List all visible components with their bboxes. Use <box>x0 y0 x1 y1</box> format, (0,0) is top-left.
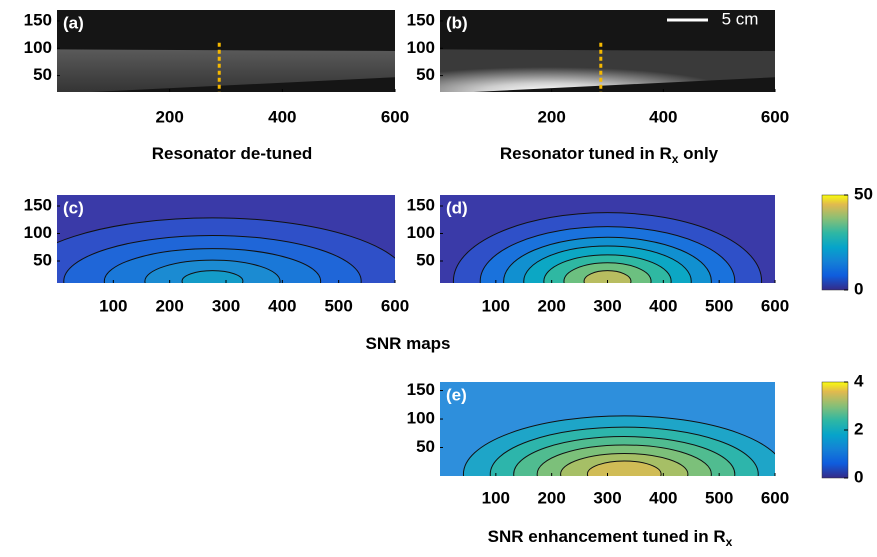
y-tick-label: 100 <box>24 223 52 242</box>
y-tick-label: 50 <box>416 65 435 84</box>
panel-image <box>57 195 395 283</box>
y-tick-label: 150 <box>24 10 52 29</box>
x-tick-label: 200 <box>155 296 183 315</box>
x-tick-label: 500 <box>705 296 733 315</box>
colorbar <box>821 381 849 479</box>
x-tick-label: 100 <box>99 296 127 315</box>
panel-image <box>57 10 395 92</box>
x-tick-label: 100 <box>482 488 510 507</box>
caption-part: x <box>672 152 679 166</box>
y-tick-label: 150 <box>24 195 52 214</box>
panel-label: (c) <box>63 198 84 217</box>
colorbar-tick-label: 4 <box>854 371 864 390</box>
x-tick-label: 500 <box>324 296 352 315</box>
panel-label: (d) <box>446 198 468 217</box>
x-tick-label: 400 <box>649 107 677 126</box>
caption: Resonator tuned in Rx only <box>500 144 719 166</box>
colorbar-tick-label: 0 <box>854 279 863 298</box>
x-tick-label: 300 <box>212 296 240 315</box>
x-tick-label: 200 <box>537 488 565 507</box>
colorbar <box>821 194 849 291</box>
panel-label: (e) <box>446 385 467 404</box>
caption-part: only <box>678 144 718 163</box>
caption-part: SNR maps <box>365 334 450 353</box>
y-tick-label: 50 <box>416 437 435 456</box>
x-tick-label: 200 <box>155 107 183 126</box>
x-tick-label: 400 <box>268 296 296 315</box>
x-tick-label: 400 <box>649 296 677 315</box>
y-tick-label: 100 <box>407 223 435 242</box>
contour <box>586 460 662 476</box>
colorbar-tick-label: 0 <box>854 467 863 486</box>
contour <box>583 270 632 283</box>
panel: (d) 100 200 300 400 500 600 50 100 150 <box>407 195 789 315</box>
caption-part: Resonator de-tuned <box>152 144 313 163</box>
colorbar-tick-label: 2 <box>854 419 863 438</box>
y-tick-label: 150 <box>407 380 435 399</box>
x-tick-label: 300 <box>593 488 621 507</box>
caption-part: Resonator tuned in R <box>500 144 672 163</box>
x-tick-label: 600 <box>761 488 789 507</box>
phantom-band <box>440 49 775 92</box>
caption-part: x <box>726 535 733 549</box>
x-tick-label: 600 <box>381 296 409 315</box>
y-tick-label: 100 <box>407 409 435 428</box>
panel: (c) 100 200 300 400 500 600 50 100 150 <box>24 195 409 315</box>
y-tick-label: 100 <box>407 38 435 57</box>
caption: SNR enhancement tuned in Rx <box>488 527 733 549</box>
panel: (b) 200 400 600 50 100 150 <box>407 10 789 126</box>
caption-part: SNR enhancement tuned in R <box>488 527 726 546</box>
panel-image <box>440 10 775 92</box>
x-tick-label: 200 <box>537 107 565 126</box>
x-tick-label: 600 <box>381 107 409 126</box>
panel: (a) 200 400 600 50 100 150 <box>24 10 409 126</box>
x-tick-label: 200 <box>537 296 565 315</box>
contour <box>181 270 244 283</box>
y-tick-label: 150 <box>407 195 435 214</box>
caption: Resonator de-tuned <box>152 144 313 163</box>
x-tick-label: 300 <box>593 296 621 315</box>
y-tick-label: 150 <box>407 10 435 29</box>
colorbar-tick-label: 50 <box>854 184 873 203</box>
panel-label: (b) <box>446 13 468 32</box>
x-tick-label: 100 <box>482 296 510 315</box>
x-tick-label: 400 <box>268 107 296 126</box>
caption: SNR maps <box>365 334 450 353</box>
panel: (e) 100 200 300 400 500 600 50 100 150 <box>407 380 790 507</box>
panel-image <box>440 382 775 476</box>
x-tick-label: 600 <box>761 107 789 126</box>
phantom-band <box>57 49 395 92</box>
y-tick-label: 50 <box>33 65 52 84</box>
x-tick-label: 600 <box>761 296 789 315</box>
panel-image <box>440 195 775 283</box>
x-tick-label: 500 <box>705 488 733 507</box>
y-tick-label: 50 <box>416 250 435 269</box>
x-tick-label: 400 <box>649 488 677 507</box>
scale-bar-label: 5 cm <box>722 9 759 28</box>
y-tick-label: 100 <box>24 38 52 57</box>
y-tick-label: 50 <box>33 250 52 269</box>
panel-label: (a) <box>63 13 84 32</box>
